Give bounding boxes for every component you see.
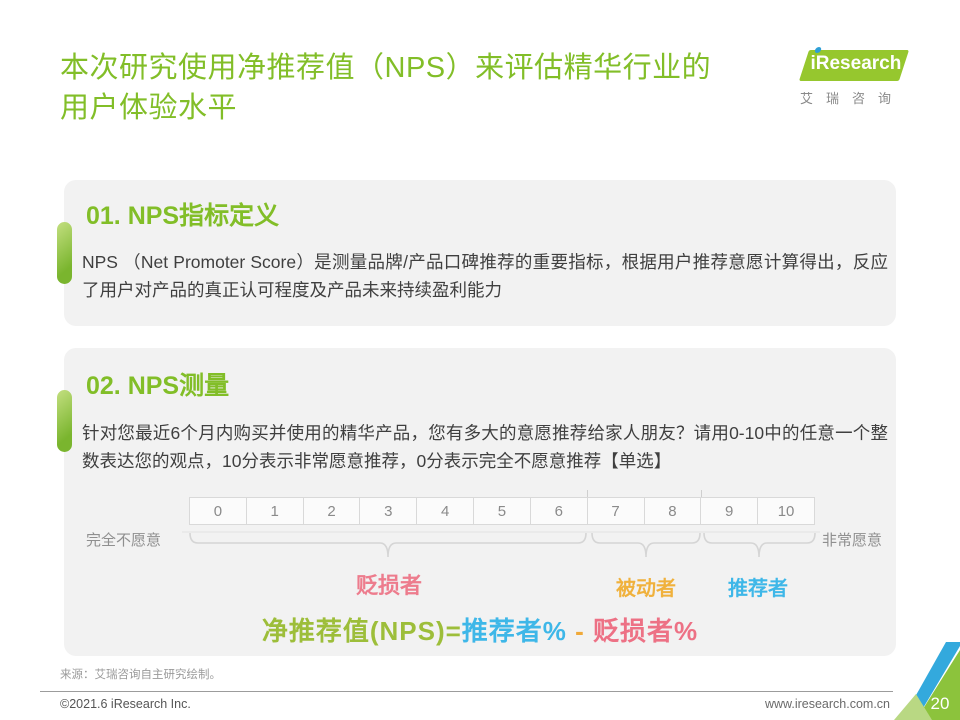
logo-subtitle: 艾瑞咨询 [800,91,905,106]
page-title: 本次研究使用净推荐值（NPS）来评估精华行业的 用户体验水平 [60,48,800,128]
rating-scale-row: 0 1 2 3 4 5 6 7 8 9 10 [189,497,815,525]
nps-formula: 净推荐值(NPS)=推荐者% - 贬损者% [64,611,896,648]
section-1-heading: 01. NPS指标定义 [86,202,280,230]
group-divider-tick [587,490,588,497]
iresearch-logo: iResearch 艾瑞咨询 [796,47,912,107]
scale-cell: 7 [586,498,644,524]
promoter-label: 推荐者 [728,578,788,600]
page-number: 20 [931,694,950,713]
scale-cell: 2 [302,498,360,524]
copyright-text: ©2021.6 iResearch Inc. [60,697,191,711]
green-accent-bar [57,222,72,284]
section-2-heading: 02. NPS测量 [86,372,230,400]
green-accent-bar [57,390,72,452]
card-nps-definition [64,180,896,326]
scale-cell: 10 [757,498,814,524]
scale-left-label: 完全不愿意 [86,532,162,549]
scale-cell: 3 [359,498,416,524]
group-braces [182,531,820,558]
source-note: 来源：艾瑞咨询自主研究绘制。 [60,669,221,681]
group-labels: 贬损者 被动者 推荐者 [0,566,960,600]
scale-right-label: 非常愿意 [822,532,883,549]
logo-brand-text: iResearch [810,53,902,74]
website-url: www.iresearch.com.cn [764,697,890,711]
section-1-body: NPS （Net Promoter Score）是测量品牌/产品口碑推荐的重要指… [82,252,888,300]
logo-parallelogram: iResearch [798,47,910,81]
page-title-line1: 本次研究使用净推荐值（NPS）来评估精华行业的 [60,52,712,84]
scale-cell: 9 [700,498,757,524]
section-2-body: 针对您最近6个月内购买并使用的精华产品，您有多大的意愿推荐给家人朋友？请用0-1… [82,423,888,471]
scale-cell: 1 [245,498,303,524]
page-title-line2: 用户体验水平 [60,92,238,125]
passive-label: 被动者 [616,578,676,600]
formula-detractor-part: 贬损者% [593,616,699,646]
footer-divider [40,691,893,692]
formula-minus-sign: - [566,616,594,646]
scale-cell: 4 [416,498,473,524]
detractor-label: 贬损者 [355,573,423,598]
scale-cell: 0 [213,502,223,520]
scale-cell: 8 [643,498,701,524]
scale-cell: 5 [473,498,530,524]
group-divider-tick [701,490,702,497]
scale-cell: 6 [529,498,587,524]
formula-promoter-part: 推荐者% [461,616,567,646]
formula-nps-part: 净推荐值(NPS)= [261,616,462,646]
corner-decoration: 20 [894,642,960,720]
